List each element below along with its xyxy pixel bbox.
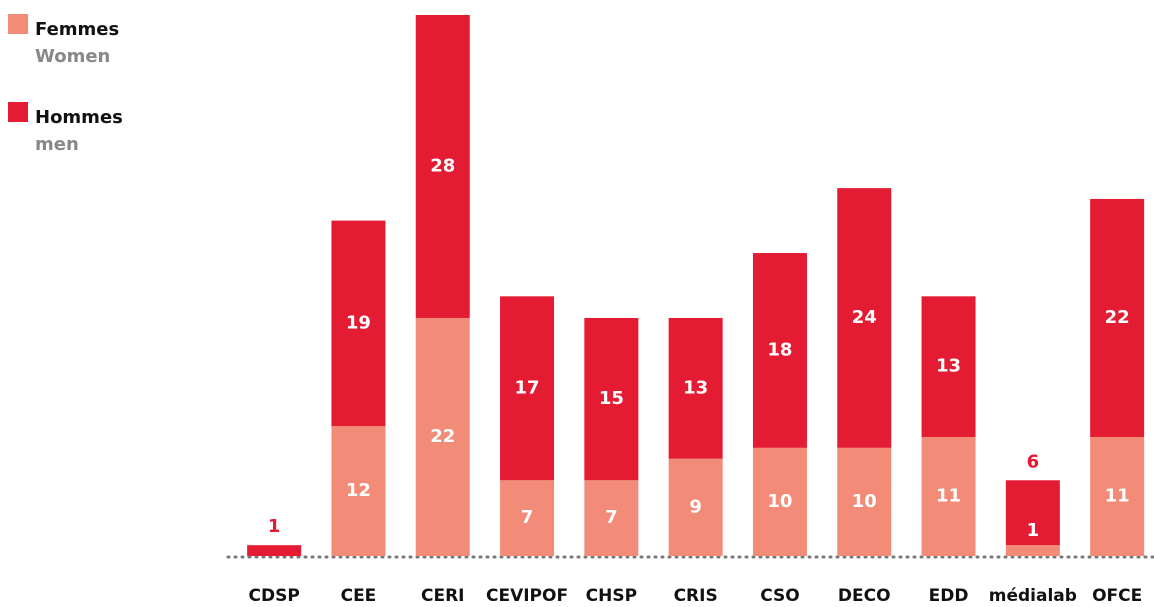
legend-sublabel: men (35, 134, 79, 155)
x-tick-label: médialab (989, 586, 1077, 603)
x-tick-label: CRIS (674, 586, 718, 603)
x-tick-label: CEE (341, 586, 377, 603)
bar-segment (1090, 436, 1145, 556)
data-label: 9 (689, 496, 702, 517)
bar-segment (668, 317, 723, 459)
data-label: 24 (852, 307, 877, 328)
x-tick-label: CDSP (249, 586, 300, 603)
bar-segment (837, 188, 892, 448)
data-label: 22 (430, 426, 455, 447)
data-label: 11 (1105, 485, 1130, 506)
bar-segment (668, 458, 723, 556)
x-tick-label: CERI (421, 586, 465, 603)
bar-segment (1005, 480, 1060, 546)
data-label: 11 (936, 485, 961, 506)
bar-segment (921, 436, 976, 556)
bar-segment (752, 447, 807, 556)
data-label: 28 (430, 155, 455, 176)
data-label: 22 (1105, 307, 1130, 328)
bar-segment (837, 447, 892, 556)
x-tick-label: OFCE (1092, 586, 1142, 603)
bar-segment (584, 317, 639, 481)
bar-segment (584, 480, 639, 556)
data-label: 19 (346, 312, 371, 333)
data-label: 17 (515, 377, 540, 398)
data-label: 10 (767, 491, 792, 512)
legend-sublabel: Women (35, 46, 110, 67)
bar-segment (331, 220, 386, 427)
bar-segment (1005, 545, 1060, 556)
data-label: 15 (599, 388, 624, 409)
data-label: 6 (1027, 451, 1040, 472)
legend-label: Femmes (35, 19, 119, 40)
x-tick-label: EDD (929, 586, 969, 603)
x-tick-label: DECO (838, 586, 891, 603)
bar-segment (415, 15, 470, 318)
data-label: 1 (268, 516, 281, 537)
legend-label: Hommes (35, 107, 123, 128)
bar-segment (1090, 198, 1145, 437)
bar-segment (331, 426, 386, 556)
bar-segment (752, 253, 807, 448)
bar-segment (921, 296, 976, 437)
data-label: 1 (1027, 520, 1040, 541)
data-label: 18 (767, 339, 792, 360)
legend-swatch (8, 14, 28, 34)
legend-swatch (8, 102, 28, 122)
x-tick-label: CSO (760, 586, 800, 603)
bar-segment (247, 545, 302, 556)
bar-segment (500, 480, 555, 556)
data-label: 13 (683, 377, 708, 398)
bar-segment (500, 296, 555, 481)
x-tick-label: CEVIPOF (486, 586, 568, 603)
data-label: 7 (521, 507, 534, 528)
data-label: 12 (346, 480, 371, 501)
bar-segment (415, 317, 470, 556)
x-tick-label: CHSP (586, 586, 637, 603)
data-label: 7 (605, 507, 618, 528)
data-label: 13 (936, 356, 961, 377)
data-label: 10 (852, 491, 877, 512)
